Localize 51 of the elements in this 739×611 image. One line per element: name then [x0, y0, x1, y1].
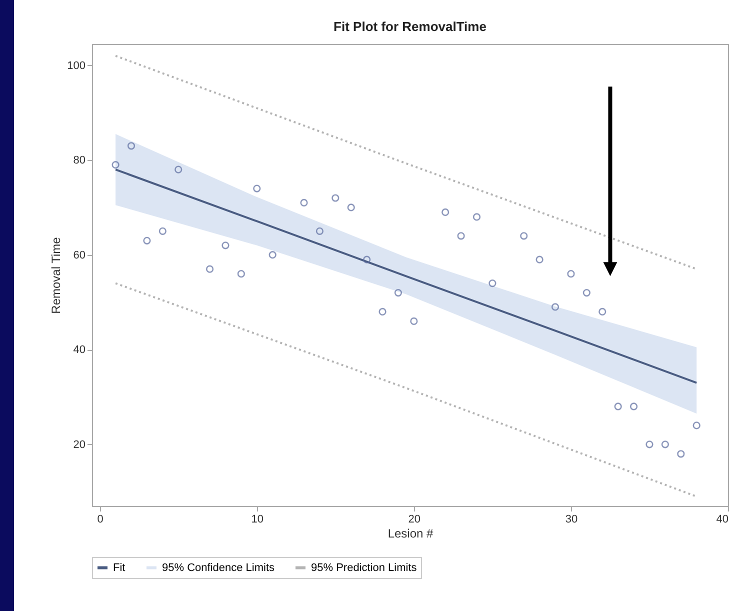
point — [332, 194, 340, 202]
point — [237, 270, 245, 278]
point — [551, 303, 560, 311]
point — [316, 227, 324, 235]
point — [677, 450, 685, 458]
point — [158, 227, 166, 235]
point — [222, 242, 230, 250]
y-tick-label: 80 — [73, 154, 86, 167]
point — [614, 402, 622, 410]
point — [520, 232, 528, 240]
point — [646, 440, 654, 448]
point — [630, 402, 638, 410]
x-tick-label: 40 — [716, 514, 728, 526]
point — [442, 208, 450, 216]
point — [536, 256, 544, 264]
point — [112, 161, 120, 169]
x-tick-label: 20 — [408, 514, 421, 526]
point — [472, 213, 481, 221]
legend-label: Fit — [113, 562, 126, 574]
point — [692, 422, 700, 430]
point — [127, 142, 136, 150]
point — [394, 288, 402, 297]
point — [253, 184, 261, 192]
point — [363, 256, 371, 264]
y-tick-label: 100 — [67, 60, 86, 72]
y-tick-label: 60 — [73, 249, 86, 262]
point — [488, 279, 496, 288]
point — [347, 204, 355, 212]
point — [661, 440, 669, 448]
y-axis-title: Removal Time — [49, 236, 64, 314]
point — [378, 308, 386, 316]
y-tick-label: 40 — [73, 344, 86, 356]
point — [143, 236, 151, 244]
text: 95% Confidence Limits — [162, 562, 276, 574]
x-tick-label: 30 — [565, 514, 578, 526]
line-series — [114, 168, 698, 384]
y-tick-label: 20 — [73, 438, 86, 451]
x-axis-title: Lesion # — [388, 526, 434, 540]
chart-title: Fit Plot for RemovalTime — [334, 19, 486, 34]
point — [410, 317, 418, 326]
point — [582, 288, 590, 297]
point — [598, 308, 606, 316]
point — [300, 198, 308, 207]
point — [174, 166, 182, 174]
legend-label: 95% Prediction Limits — [311, 562, 418, 574]
point — [268, 251, 276, 259]
point — [567, 270, 575, 278]
point — [206, 265, 214, 273]
x-tick-label: 0 — [97, 514, 104, 526]
x-tick-label: 10 — [251, 514, 264, 526]
point — [457, 232, 465, 240]
